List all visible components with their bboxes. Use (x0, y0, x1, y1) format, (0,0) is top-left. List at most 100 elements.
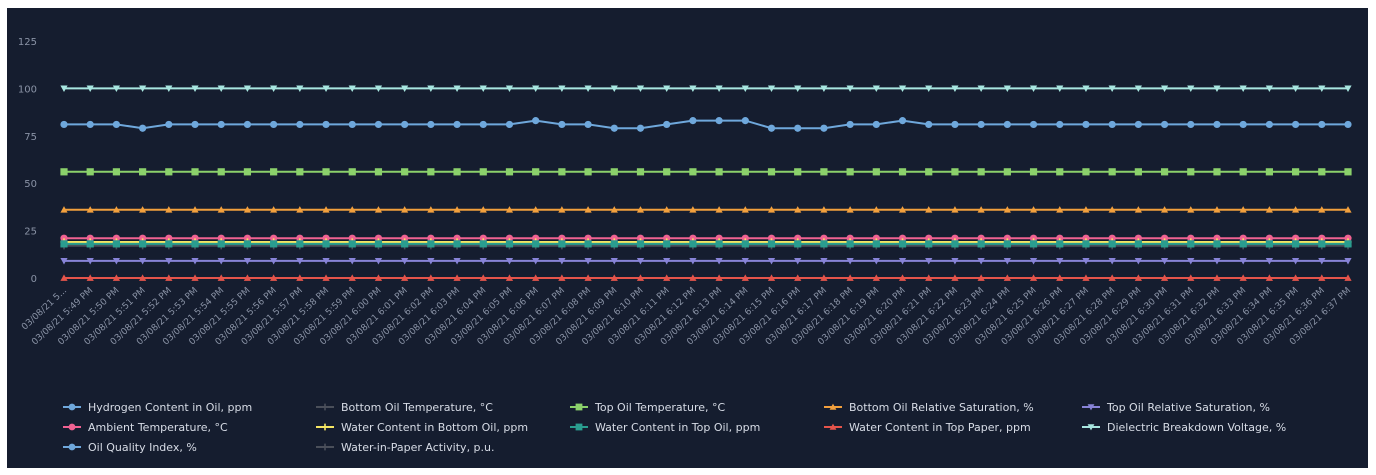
data-point (584, 274, 592, 281)
data-point (636, 85, 645, 92)
data-point (217, 206, 225, 213)
data-point (1160, 240, 1169, 248)
legend-item[interactable]: Ambient Temperature, °C (63, 421, 228, 434)
data-point (1291, 168, 1300, 176)
data-point (898, 258, 907, 265)
data-point (558, 258, 566, 265)
data-point (270, 258, 278, 265)
data-point (1213, 234, 1221, 242)
legend-item[interactable]: Water Content in Top Oil, ppm (570, 421, 760, 434)
series-7 (60, 240, 1352, 248)
data-point (1029, 258, 1038, 265)
data-point (217, 234, 225, 242)
data-point (322, 120, 330, 129)
data-point (532, 258, 540, 265)
data-point (270, 240, 278, 248)
data-point (663, 85, 671, 92)
legend-label: Ambient Temperature, °C (88, 421, 228, 434)
data-point (1003, 85, 1011, 92)
legend-item[interactable]: Bottom Oil Relative Saturation, % (824, 401, 1034, 414)
data-point (715, 274, 723, 281)
data-point (60, 168, 68, 176)
data-point (165, 120, 173, 129)
data-point (898, 117, 907, 125)
legend-item[interactable]: Bottom Oil Temperature, °C (316, 401, 493, 414)
data-point (532, 85, 540, 92)
data-point (453, 258, 461, 265)
data-point (767, 206, 776, 213)
data-point (374, 85, 383, 92)
legend-item[interactable]: Water Content in Bottom Oil, ppm (316, 421, 528, 434)
series-4 (60, 258, 1352, 265)
data-point (427, 206, 435, 213)
data-point (846, 168, 854, 176)
data-point (1213, 258, 1221, 265)
data-point (741, 258, 749, 265)
series-2 (60, 168, 1352, 176)
data-point (689, 274, 697, 281)
data-point (1187, 234, 1195, 242)
data-point (636, 274, 645, 281)
data-point (977, 85, 985, 92)
legend-item[interactable]: Oil Quality Index, % (63, 441, 197, 454)
data-point (139, 85, 147, 92)
data-point (1187, 258, 1195, 265)
y-tick-label: 50 (24, 179, 37, 190)
legend[interactable]: Hydrogen Content in Oil, ppm Bottom Oil T… (63, 401, 1286, 454)
data-point (112, 234, 121, 242)
data-point (689, 234, 697, 242)
data-point (479, 240, 487, 248)
data-point (1318, 120, 1326, 129)
legend-item[interactable]: Water-in-Paper Activity, p.u. (316, 441, 495, 454)
data-point (558, 206, 566, 213)
data-point (558, 240, 566, 248)
data-point (663, 234, 671, 242)
data-point (636, 240, 645, 248)
data-point (1108, 168, 1116, 176)
data-point (977, 120, 985, 129)
data-point (60, 206, 68, 213)
data-point (1213, 120, 1221, 129)
data-point (322, 206, 330, 213)
data-point (820, 240, 828, 248)
data-point (243, 120, 252, 129)
data-point (322, 85, 330, 92)
data-point (1291, 85, 1300, 92)
data-point (1134, 258, 1142, 265)
data-point (1239, 120, 1247, 129)
data-point (191, 240, 199, 248)
legend-item[interactable]: Dielectric Breakdown Voltage, % (1082, 421, 1286, 434)
data-point (1265, 258, 1273, 265)
data-point (86, 258, 94, 265)
y-tick-label: 0 (31, 274, 37, 285)
legend-item[interactable]: Hydrogen Content in Oil, ppm (63, 401, 252, 414)
legend-item[interactable]: Top Oil Relative Saturation, % (1082, 401, 1270, 414)
data-point (767, 234, 776, 242)
data-point (139, 168, 147, 176)
legend-item[interactable]: Water Content in Top Paper, ppm (824, 421, 1031, 434)
legend-label: Bottom Oil Temperature, °C (341, 401, 493, 414)
data-point (374, 120, 383, 129)
data-point (532, 240, 540, 248)
data-point (270, 168, 278, 176)
data-point (165, 274, 173, 281)
data-point (348, 274, 356, 281)
legend-item[interactable]: Top Oil Temperature, °C (570, 401, 725, 414)
data-point (951, 206, 959, 213)
data-point (479, 258, 487, 265)
data-point (1265, 85, 1273, 92)
data-point (1134, 206, 1142, 213)
y-tick-label: 75 (24, 132, 37, 143)
data-point (1134, 274, 1142, 281)
data-point (505, 234, 514, 242)
data-point (505, 168, 514, 176)
legend-marker (575, 423, 583, 431)
data-point (872, 274, 880, 281)
data-point (453, 206, 461, 213)
data-point (767, 274, 776, 281)
data-point (479, 234, 487, 242)
data-point (112, 168, 121, 176)
legend-marker (1087, 404, 1095, 411)
data-point (1213, 274, 1221, 281)
